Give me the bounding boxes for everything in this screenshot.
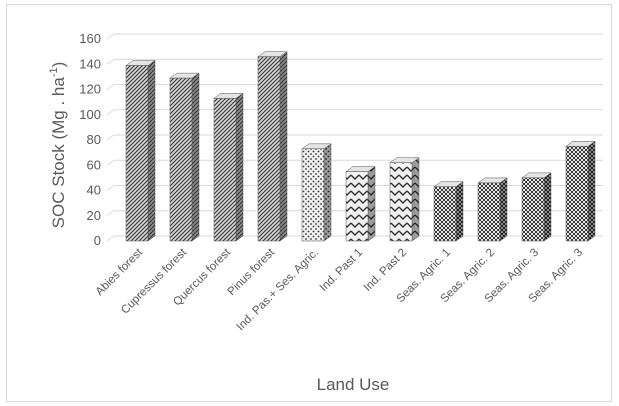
bar-side: [411, 157, 420, 242]
gridline-depth: [106, 235, 115, 242]
bar-side: [543, 172, 552, 242]
gridline-depth: [106, 159, 115, 166]
bar-front: [433, 186, 457, 242]
bar-front: [477, 182, 501, 242]
bar: [521, 172, 552, 242]
y-axis-ticks: 0 20 40 60 80 100 120 140 160: [79, 31, 101, 248]
gridline-depth: [106, 134, 115, 141]
bar-front: [257, 56, 281, 242]
bar: [125, 60, 156, 242]
x-tick-label: Ind. Pas.+ Ses. Agric.: [235, 247, 321, 333]
bar: [477, 177, 508, 242]
bar-front: [521, 177, 545, 242]
y-tick-label: 120: [79, 82, 101, 97]
x-tick-label: Ind. Past 2: [362, 247, 409, 294]
chart-area: 0 20 40 60 80 100 120 140 160 Abies forest Cupres…: [6, 4, 612, 402]
bar: [433, 181, 464, 242]
bar-front: [345, 171, 369, 242]
x-axis-title: Land Use: [317, 375, 390, 394]
y-tick-label: 160: [79, 31, 101, 46]
bar: [389, 157, 420, 242]
y-tick-label: 100: [79, 107, 101, 122]
bar-side: [147, 60, 156, 242]
y-tick-label: 60: [87, 157, 101, 172]
bar-side: [587, 140, 596, 242]
bar: [257, 51, 288, 242]
y-axis-title: SOC Stock (Mg . ha-1): [48, 62, 68, 229]
bar-front: [125, 65, 149, 242]
bar: [213, 92, 244, 242]
bar-side: [191, 72, 200, 242]
gridline-depth: [106, 58, 115, 65]
gridline-depth: [106, 84, 115, 90]
bar: [301, 143, 332, 242]
bar-front: [213, 98, 237, 242]
gridline-depth: [106, 109, 115, 116]
bar-front: [169, 77, 193, 242]
bars: [125, 51, 596, 242]
x-tick-label: Ind. Past 1: [318, 247, 365, 294]
bar-side: [323, 143, 332, 242]
bar-side: [235, 92, 244, 242]
y-tick-label: 140: [79, 56, 101, 71]
bar: [565, 140, 596, 242]
bar-side: [279, 51, 288, 242]
bar-front: [301, 148, 325, 242]
soc-stock-chart: 0 20 40 60 80 100 120 140 160 Abies forestCupres…: [48, 31, 603, 394]
gridline-depth: [106, 210, 115, 217]
y-tick-label: 20: [87, 208, 101, 223]
bar-front: [565, 146, 589, 242]
gridline-depth: [106, 33, 115, 40]
bar-side: [367, 166, 376, 242]
bar-front: [389, 162, 413, 242]
bar-side: [499, 177, 508, 242]
y-tick-label: 80: [87, 132, 101, 147]
y-tick-label: 40: [87, 183, 101, 198]
gridline-depth: [106, 185, 115, 191]
bar: [169, 72, 200, 242]
bar: [345, 166, 376, 242]
bar-side: [455, 181, 464, 242]
y-tick-label: 0: [94, 233, 101, 248]
